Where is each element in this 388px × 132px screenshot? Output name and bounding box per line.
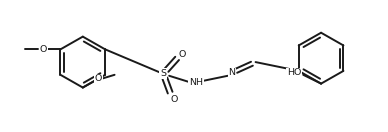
Text: S: S (160, 69, 166, 78)
Text: O: O (40, 45, 47, 54)
Text: HO: HO (287, 68, 301, 77)
Text: O: O (170, 95, 178, 104)
Text: N: N (228, 68, 235, 77)
Text: O: O (178, 50, 186, 59)
Text: O: O (95, 74, 102, 83)
Text: NH: NH (189, 78, 203, 87)
